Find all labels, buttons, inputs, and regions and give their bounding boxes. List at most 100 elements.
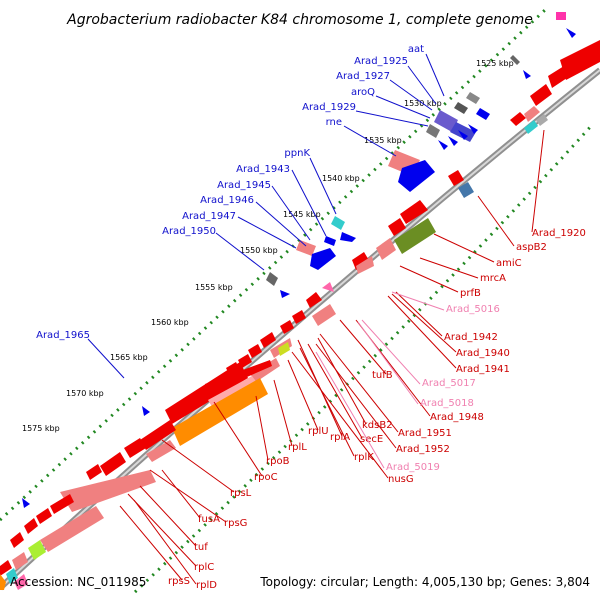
- gene-arrow: [566, 28, 576, 38]
- gene-label: rpsS: [168, 576, 190, 587]
- gene-arrow: [454, 102, 468, 114]
- scale-label: 1565 kbp: [110, 353, 148, 362]
- outer-gene-label-text: aat Arad_1925 Arad_1927 aroQ Arad_1929 r…: [36, 44, 424, 341]
- gene-label: rplA: [330, 432, 350, 443]
- gene-arrow: [524, 106, 540, 122]
- gene-arrow: [523, 70, 531, 79]
- gene-arrow: [398, 160, 435, 192]
- gene-arrow: [388, 218, 406, 236]
- scale-label: 1535 kbp: [364, 136, 402, 145]
- gene-label: Arad_1925: [354, 56, 408, 67]
- scale-label: 1550 kbp: [240, 246, 278, 255]
- scale-label: 1575 kbp: [22, 424, 60, 433]
- gene-label: Arad_5019: [386, 462, 440, 473]
- gene-arrow: [530, 84, 552, 106]
- gene-label: Arad_1941: [456, 364, 510, 375]
- gene-label: Arad_5018: [420, 398, 474, 409]
- topology-text: Topology: circular; Length: 4,005,130 bp…: [259, 575, 590, 589]
- inner-gene-labels: [119, 129, 545, 585]
- scale-label: 1540 kbp: [322, 174, 360, 183]
- gene-arrow: [458, 130, 468, 140]
- gene-arrow: [324, 236, 336, 246]
- scale-label: 1560 kbp: [151, 318, 189, 327]
- gene-arrow: [310, 248, 336, 270]
- gene-arrow: [296, 240, 316, 256]
- gene-arrow: [248, 344, 262, 358]
- gene-arrow: [24, 518, 38, 534]
- gene-label: rpoC: [254, 472, 278, 483]
- outer-dotted-track: [0, 8, 547, 522]
- gene-arrow: [376, 238, 396, 260]
- gene-arrow: [536, 114, 548, 126]
- gene-label: Arad_1940: [456, 348, 510, 359]
- gene-arrow: [438, 140, 448, 150]
- gene-arrow: [50, 494, 74, 514]
- accession-text: Accession: NC_011985: [10, 575, 146, 589]
- gene-arrow: [476, 108, 490, 120]
- gene-arrow: [165, 362, 248, 424]
- scale-label: 1555 kbp: [195, 283, 233, 292]
- gene-label: rplL: [288, 442, 307, 453]
- gene-label: fusA: [198, 514, 220, 525]
- gene-label: Arad_1929: [302, 102, 356, 113]
- gene-arrow: [510, 112, 526, 126]
- gene-arrow: [6, 568, 18, 584]
- gene-arrow: [10, 532, 24, 548]
- gene-arrow: [524, 120, 538, 134]
- outer-gene-track: [22, 12, 576, 508]
- gene-arrow: [86, 464, 102, 480]
- gene-label: tufB: [372, 370, 393, 381]
- gene-label: Arad_5016: [446, 304, 500, 315]
- gene-arrow: [40, 506, 104, 552]
- gene-label: nusG: [388, 474, 414, 485]
- gene-arrow: [312, 304, 336, 326]
- gene-arrow: [560, 40, 600, 80]
- outer-gene-labels: [87, 53, 445, 379]
- gene-arrow: [450, 122, 476, 142]
- gene-arrow: [556, 12, 566, 20]
- gene-arrow: [340, 232, 356, 242]
- gene-arrow: [434, 110, 458, 132]
- gene-label: prfB: [460, 288, 481, 299]
- inner-gene-label-text: Arad_1920 aspB2 amiC mrcA prfB Arad_1942…: [168, 228, 586, 591]
- gene-arrow: [468, 124, 478, 134]
- gene-label: Arad_1945: [217, 180, 271, 191]
- gene-arrow: [394, 218, 436, 254]
- gene-arrow: [466, 92, 480, 104]
- gene-arrow: [306, 292, 322, 308]
- gene-arrow: [238, 354, 252, 368]
- scale-label: 1525 kbp: [476, 59, 514, 68]
- gene-arrow: [400, 200, 428, 224]
- gene-arrow: [448, 170, 464, 186]
- gene-arrow: [124, 438, 146, 458]
- gene-label: rplK: [354, 452, 374, 463]
- gene-label: Arad_1950: [162, 226, 216, 237]
- gene-arrow: [12, 552, 28, 570]
- gene-label: aat: [408, 44, 424, 55]
- gene-arrow: [292, 310, 306, 324]
- gene-label: Arad_1946: [200, 195, 254, 206]
- gene-label: Arad_5017: [422, 378, 476, 389]
- gene-label: rplC: [194, 562, 214, 573]
- dotted-tracks: [0, 8, 594, 594]
- gene-label: rplD: [196, 580, 217, 591]
- gene-label: Arad_1943: [236, 164, 290, 175]
- gene-arrow: [100, 452, 126, 476]
- gene-arrow: [0, 574, 6, 590]
- gene-label: Arad_1951: [398, 428, 452, 439]
- gene-arrow: [36, 508, 52, 524]
- gene-label: Arad_1952: [396, 444, 450, 455]
- gene-arrow: [510, 55, 520, 65]
- gene-label: Arad_1965: [36, 330, 90, 341]
- gene-arrow: [260, 332, 276, 348]
- gene-label: Arad_1920: [532, 228, 586, 239]
- gene-label: kdsB2: [362, 420, 393, 431]
- gene-label: rpsL: [230, 488, 252, 499]
- gene-arrow: [352, 252, 370, 270]
- map-title: Agrobacterium radiobacter K84 chromosome…: [66, 12, 533, 28]
- gene-label: tuf: [194, 542, 208, 553]
- gene-label: rpsG: [224, 518, 247, 529]
- gene-label: rplU: [308, 426, 329, 437]
- gene-arrow: [22, 498, 30, 508]
